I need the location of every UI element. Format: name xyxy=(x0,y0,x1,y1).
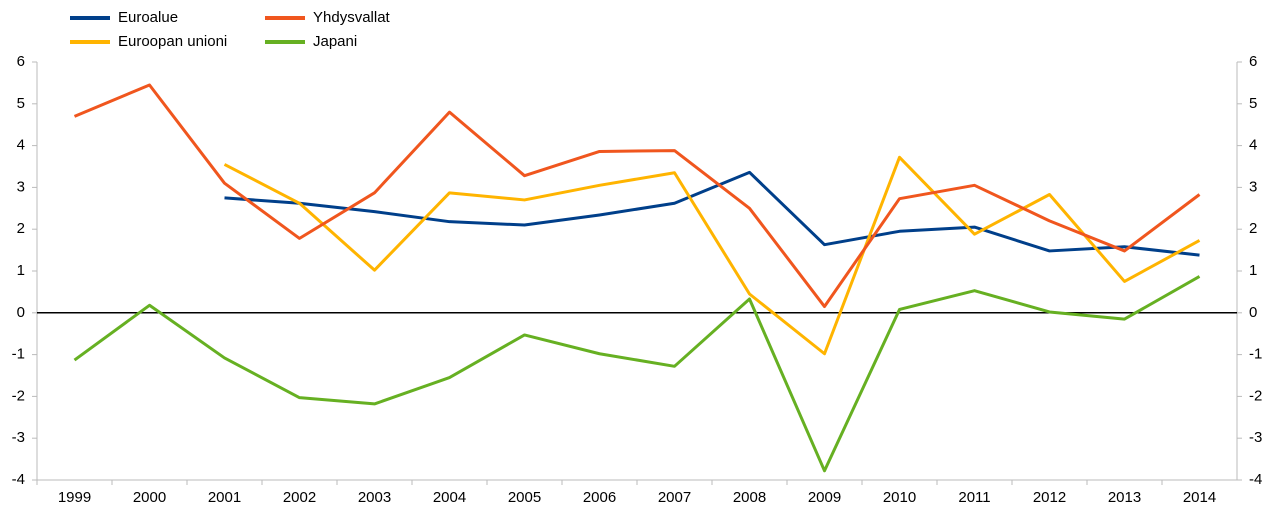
series-line xyxy=(73,83,1201,309)
y-tick-label: -4 xyxy=(12,471,25,488)
x-tick-label: 2002 xyxy=(283,489,316,506)
y2-tick-label: 6 xyxy=(1249,53,1257,70)
x-tick-label: 2010 xyxy=(883,489,916,506)
x-tick-label: 1999 xyxy=(58,489,91,506)
series-line xyxy=(223,155,1201,356)
y2-tick-label: -3 xyxy=(1249,429,1262,446)
x-tick-label: 2006 xyxy=(583,489,616,506)
y2-tick-label: 0 xyxy=(1249,304,1257,321)
x-tick-label: 2003 xyxy=(358,489,391,506)
y2-tick-label: -2 xyxy=(1249,387,1262,404)
y2-tick-label: 1 xyxy=(1249,262,1257,279)
y-tick-label: 3 xyxy=(17,178,25,195)
legend-label: Euroopan unioni xyxy=(118,33,227,50)
x-tick-label: 2007 xyxy=(658,489,691,506)
y2-tick-label: -1 xyxy=(1249,346,1262,363)
x-tick-label: 2004 xyxy=(433,489,466,506)
legend-label: Yhdysvallat xyxy=(313,9,391,26)
y-tick-label: 5 xyxy=(17,95,25,112)
y-tick-label: 0 xyxy=(17,304,25,321)
x-tick-label: 2005 xyxy=(508,489,541,506)
y-tick-label: 6 xyxy=(17,53,25,70)
series-line xyxy=(224,170,1200,257)
y-tick-label: 1 xyxy=(17,262,25,279)
x-tick-label: 2012 xyxy=(1033,489,1066,506)
y-tick-label: 4 xyxy=(17,137,25,154)
x-tick-label: 2001 xyxy=(208,489,241,506)
legend-label: Euroalue xyxy=(118,9,178,26)
x-tick-label: 2009 xyxy=(808,489,841,506)
y2-tick-label: 5 xyxy=(1249,95,1257,112)
y-tick-label: -1 xyxy=(12,346,25,363)
y2-tick-label: -4 xyxy=(1249,471,1262,488)
y2-tick-label: 4 xyxy=(1249,137,1257,154)
y2-tick-label: 2 xyxy=(1249,220,1257,237)
legend-label: Japani xyxy=(313,33,357,50)
y2-tick-label: 3 xyxy=(1249,178,1257,195)
x-tick-label: 2011 xyxy=(958,489,990,506)
y-tick-label: -2 xyxy=(12,387,25,404)
x-tick-label: 2008 xyxy=(733,489,766,506)
x-tick-label: 2013 xyxy=(1108,489,1141,506)
x-tick-label: 2000 xyxy=(133,489,166,506)
y-tick-label: 2 xyxy=(17,220,25,237)
x-tick-label: 2014 xyxy=(1183,489,1216,506)
y-tick-label: -3 xyxy=(12,429,25,446)
series-line xyxy=(73,275,1201,473)
